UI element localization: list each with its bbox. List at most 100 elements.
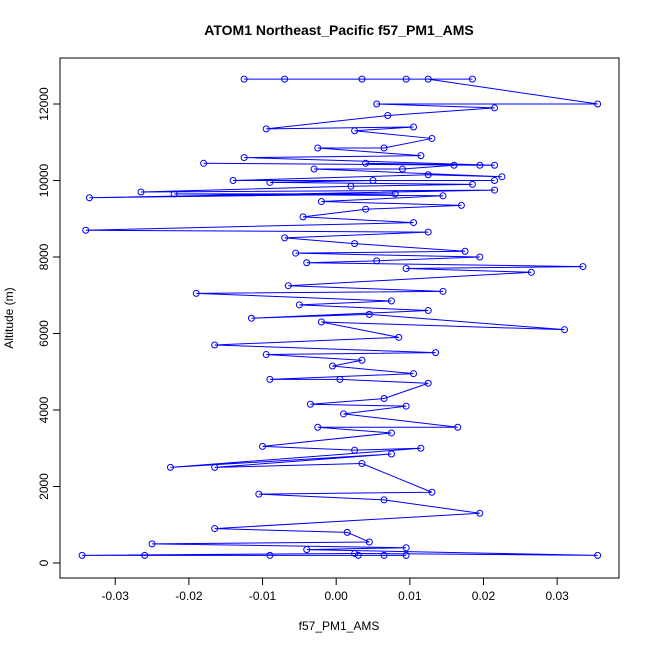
data-point	[141, 551, 149, 559]
data-point	[362, 159, 370, 167]
data-point	[266, 375, 274, 383]
y-tick-label: 0	[37, 559, 51, 566]
data-point	[365, 538, 373, 546]
data-point	[380, 144, 388, 152]
data-point	[468, 75, 476, 83]
data-point	[211, 525, 219, 533]
series-line	[82, 78, 598, 556]
data-point	[402, 75, 410, 83]
data-point	[358, 75, 366, 83]
data-point	[317, 318, 325, 326]
data-point	[247, 314, 255, 322]
data-point	[314, 144, 322, 152]
data-point	[468, 180, 476, 188]
x-tick-label: -0.02	[175, 589, 203, 603]
data-point	[410, 123, 418, 131]
data-point	[395, 333, 403, 341]
data-point	[211, 341, 219, 349]
data-point	[391, 190, 399, 198]
data-point	[303, 259, 311, 267]
data-point	[137, 188, 145, 196]
data-point	[410, 370, 418, 378]
data-point	[417, 152, 425, 160]
data-point	[369, 177, 377, 185]
data-point	[351, 446, 359, 454]
data-point	[428, 134, 436, 142]
data-point	[211, 463, 219, 471]
x-tick-label: 0.02	[472, 589, 496, 603]
data-point	[85, 194, 93, 202]
data-point	[424, 171, 432, 179]
data-point	[281, 75, 289, 83]
data-point	[192, 289, 200, 297]
data-point	[284, 282, 292, 290]
data-point	[594, 100, 602, 108]
data-point	[476, 161, 484, 169]
data-point	[398, 165, 406, 173]
data-point	[240, 154, 248, 162]
data-point	[148, 540, 156, 548]
data-point	[594, 551, 602, 559]
data-point	[439, 192, 447, 200]
data-point	[365, 310, 373, 318]
data-point	[387, 429, 395, 437]
data-point	[317, 198, 325, 206]
data-point	[424, 307, 432, 315]
data-point	[380, 551, 388, 559]
data-point	[410, 219, 418, 227]
data-point	[527, 268, 535, 276]
data-point	[347, 182, 355, 190]
data-point	[387, 450, 395, 458]
data-point	[310, 165, 318, 173]
data-point	[262, 125, 270, 133]
data-point	[491, 104, 499, 112]
data-point	[266, 178, 274, 186]
data-point	[362, 205, 370, 213]
data-point	[281, 234, 289, 242]
data-point	[428, 488, 436, 496]
data-point	[384, 111, 392, 119]
y-axis-label: Altitude (m)	[2, 287, 16, 348]
data-point	[476, 509, 484, 517]
data-point	[402, 544, 410, 552]
x-tick-label: 0.00	[325, 589, 349, 603]
data-point	[402, 402, 410, 410]
x-tick-label: 0.01	[398, 589, 422, 603]
data-point	[240, 75, 248, 83]
data-point	[373, 257, 381, 265]
data-point	[255, 490, 263, 498]
data-point	[170, 190, 178, 198]
data-point	[303, 546, 311, 554]
data-point	[491, 177, 499, 185]
data-point	[380, 395, 388, 403]
data-point	[498, 173, 506, 181]
y-tick-label: 8000	[37, 243, 51, 270]
y-tick-label: 2000	[37, 473, 51, 500]
data-point	[351, 549, 359, 557]
data-point	[262, 351, 270, 359]
chart-title: ATOM1 Northeast_Pacific f57_PM1_AMS	[204, 22, 473, 38]
data-point	[560, 326, 568, 334]
data-point	[329, 362, 337, 370]
data-point	[491, 186, 499, 194]
data-point	[424, 379, 432, 387]
data-point	[424, 75, 432, 83]
data-point	[476, 253, 484, 261]
data-point	[336, 375, 344, 383]
data-point	[461, 247, 469, 255]
data-point	[299, 213, 307, 221]
x-axis-label: f57_PM1_AMS	[299, 619, 380, 633]
data-point	[340, 410, 348, 418]
data-point	[454, 423, 462, 431]
data-point	[424, 228, 432, 236]
data-point	[314, 423, 322, 431]
data-point	[295, 301, 303, 309]
data-point	[358, 460, 366, 468]
data-point	[579, 263, 587, 271]
data-point	[491, 161, 499, 169]
data-point	[457, 201, 465, 209]
data-point	[78, 551, 86, 559]
data-point	[82, 226, 90, 234]
data-point	[292, 249, 300, 257]
data-point	[351, 127, 359, 135]
